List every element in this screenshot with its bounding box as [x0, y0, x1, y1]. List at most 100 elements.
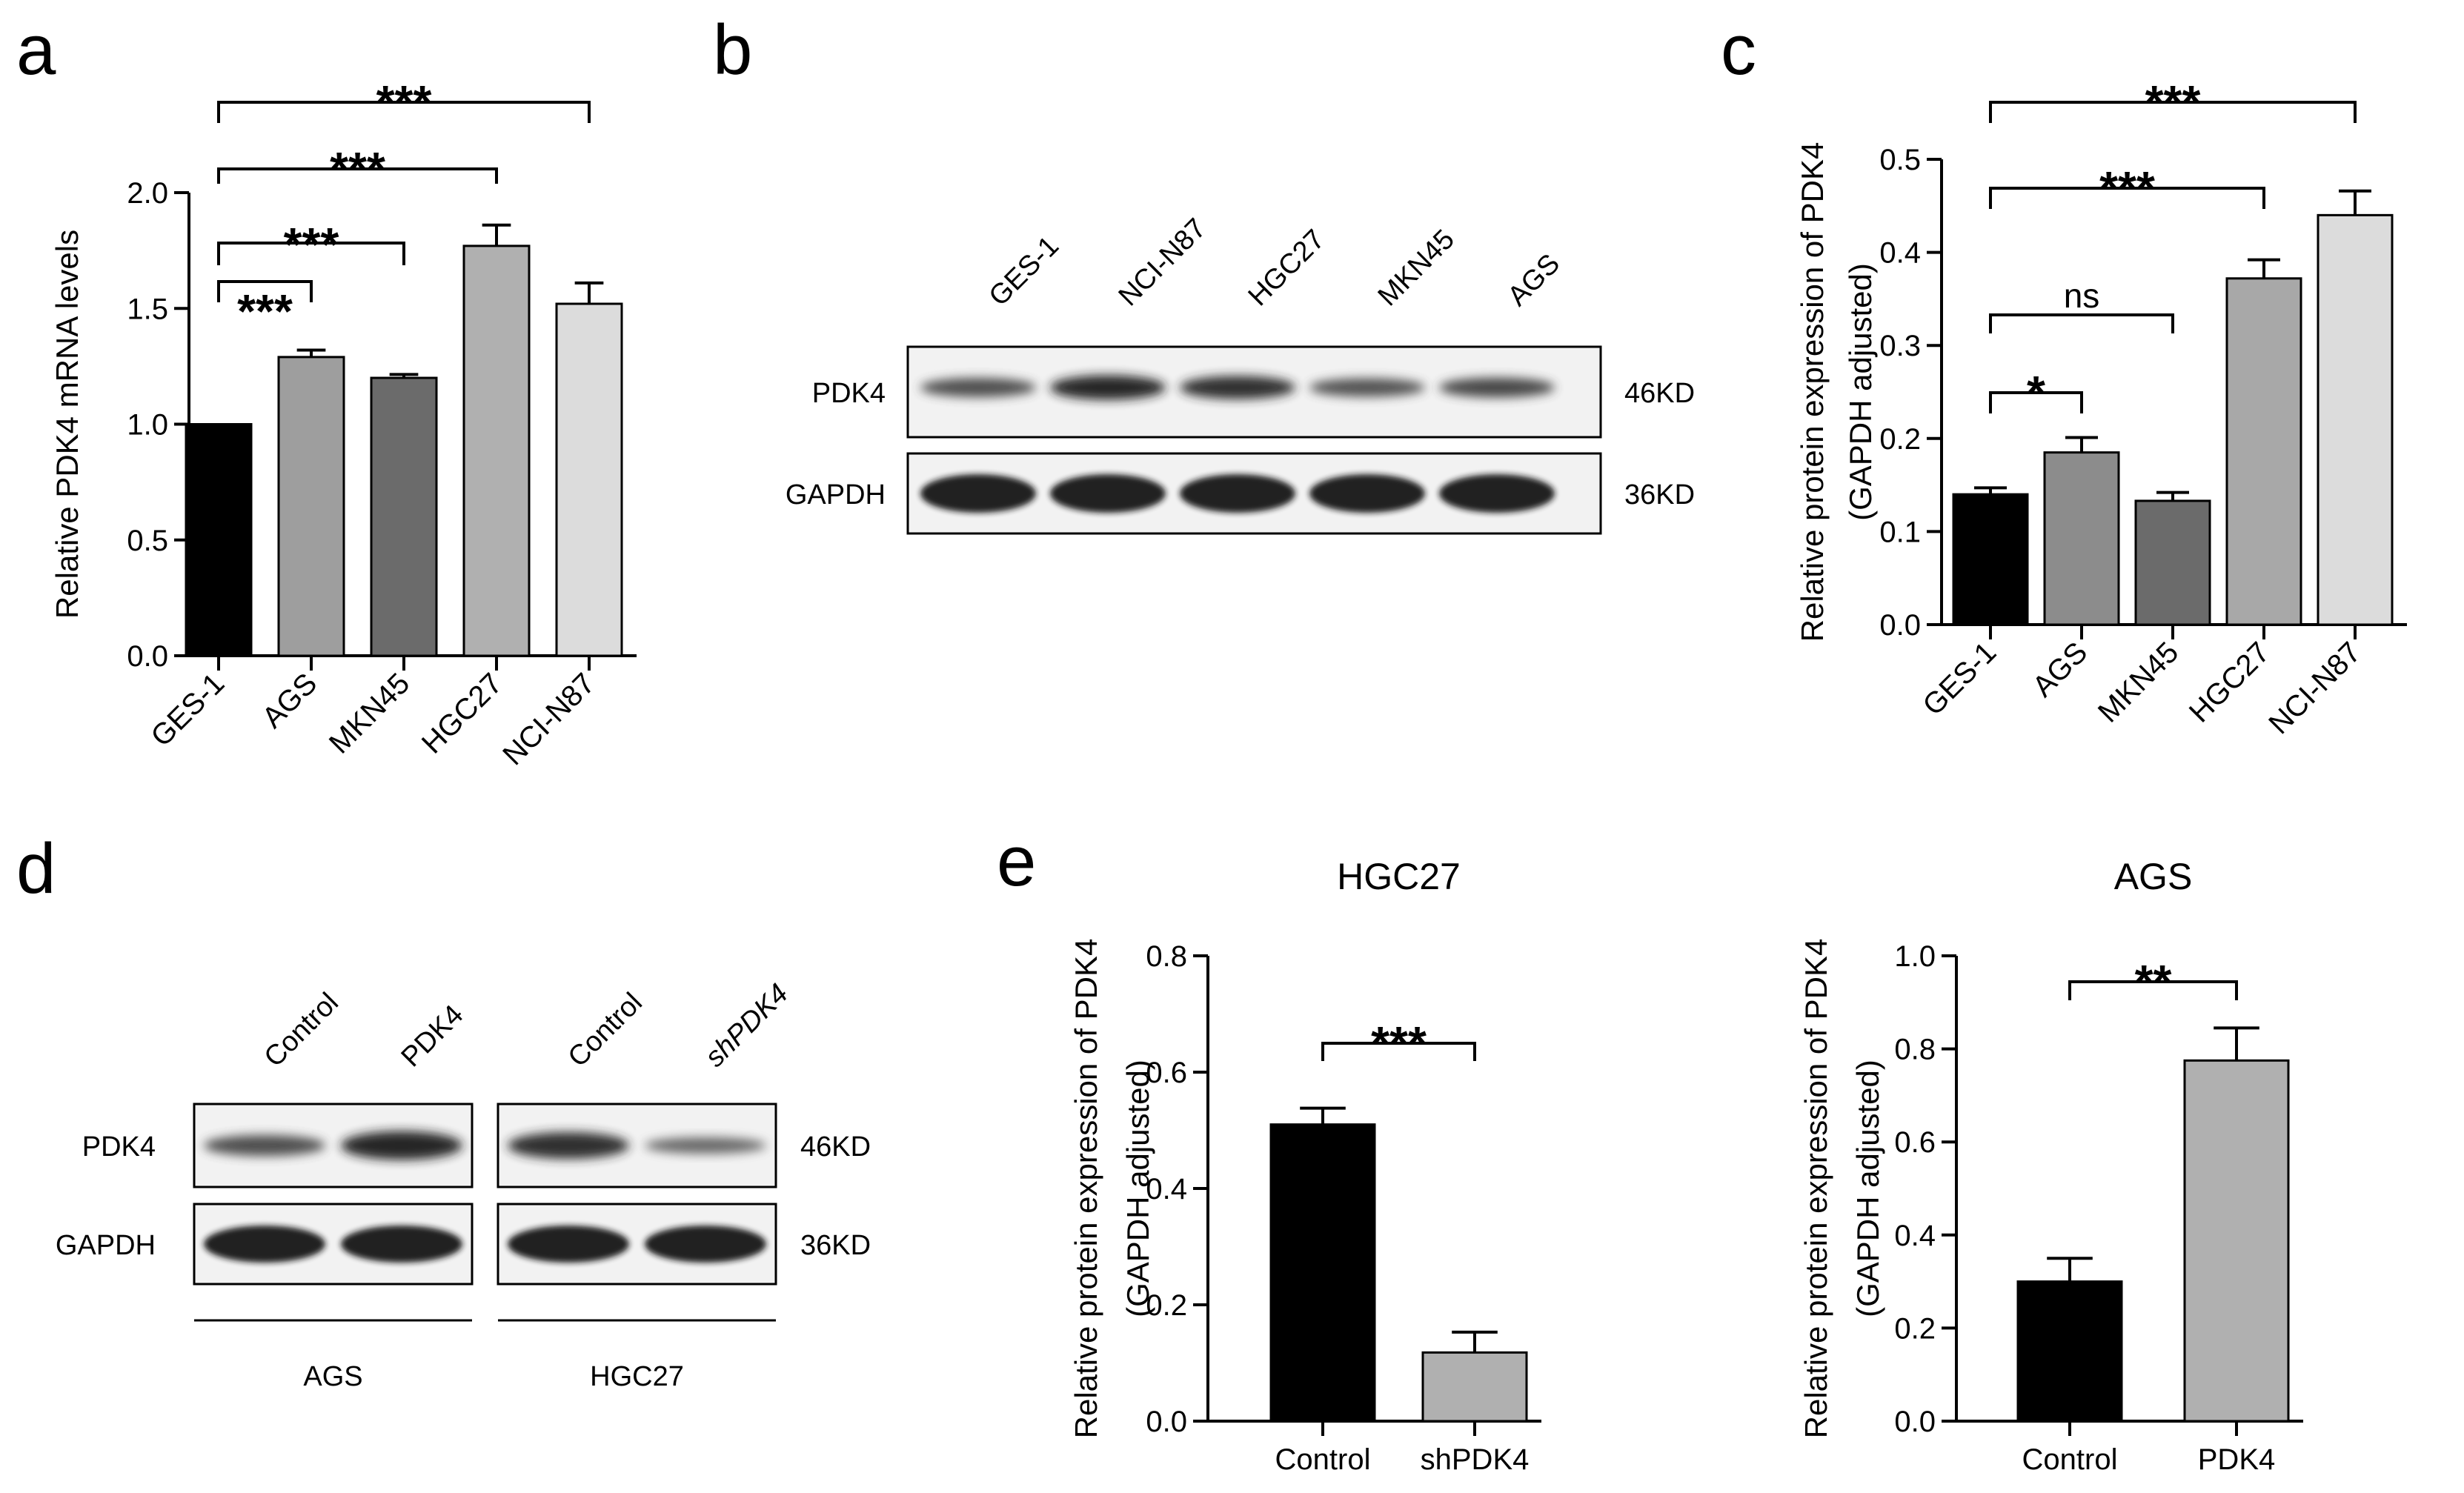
significance-bracket — [1989, 391, 2083, 413]
y-tick-label: 0.8 — [1894, 1034, 1936, 1066]
lane-label: PDK4 — [396, 999, 470, 1073]
x-tick-label: shPDK4 — [1421, 1443, 1530, 1476]
blot-band — [1050, 474, 1166, 513]
lane-label: NCI-N87 — [1113, 213, 1212, 312]
x-tick-label: NCI-N87 — [2262, 636, 2367, 740]
significance-bracket — [1989, 313, 2174, 333]
chart-e-ags: 0.0 0.2 0.4 0.6 0.8 1.0 Relative protein expre… — [1799, 856, 2303, 1476]
blot-band — [508, 1131, 629, 1160]
y-tick-label: 0.0 — [1879, 609, 1921, 642]
blot-size-label: 46KD — [1624, 378, 1695, 409]
x-tick-label: HGC27 — [416, 667, 508, 759]
y-axis-label-secondary: (GAPDH adjusted) — [1843, 263, 1878, 521]
bar-mkn45 — [370, 376, 438, 657]
x-tick-label: GES-1 — [145, 667, 230, 753]
y-tick-label: 0.0 — [127, 640, 168, 673]
y-tick-label: 0.2 — [1879, 423, 1921, 456]
y-tick-label: 0.2 — [1894, 1312, 1936, 1345]
group-label: HGC27 — [590, 1361, 684, 1392]
x-tick-label: Control — [1275, 1443, 1371, 1476]
panel-letter-e: e — [997, 822, 1036, 901]
y-axis-label: Relative protein expression of PDK4 — [1795, 142, 1830, 642]
y-tick-label: 0.6 — [1146, 1057, 1187, 1089]
panel-letter-c: c — [1721, 10, 1756, 90]
significance-bracket — [1989, 101, 2357, 123]
lane-label: Control — [259, 987, 345, 1073]
group-label: AGS — [303, 1361, 362, 1392]
blot-band — [1180, 376, 1295, 399]
significance-label: *** — [2145, 76, 2201, 129]
blot-band — [920, 474, 1036, 513]
y-axis-label-secondary: (GAPDH adjusted) — [1850, 1060, 1885, 1317]
x-tick-label: MKN45 — [323, 667, 416, 759]
y-tick-label: 0.3 — [1879, 330, 1921, 362]
significance-label: ns — [2064, 276, 2100, 315]
y-tick-label: 0.0 — [1894, 1406, 1936, 1438]
bar-nci-n87 — [2317, 213, 2394, 626]
significance-label: *** — [330, 142, 385, 196]
panel-letter-a: a — [16, 10, 56, 90]
bar-hgc27 — [462, 245, 531, 657]
blot-band — [204, 1134, 325, 1157]
blot-band — [645, 1226, 766, 1263]
x-tick-label: HGC27 — [2183, 636, 2276, 728]
lane-label: MKN45 — [1372, 224, 1461, 312]
y-tick-label: 1.0 — [127, 409, 168, 442]
chart-e-hgc27: 0.0 0.2 0.4 0.6 0.8 Relative protein expressi… — [1069, 856, 1541, 1476]
blot-size-label: 36KD — [1624, 479, 1695, 511]
x-tick-label: GES-1 — [1916, 636, 2002, 722]
y-tick-label: 0.5 — [1879, 144, 1921, 176]
panel-letter-b: b — [713, 10, 752, 90]
panel-letter-d: d — [16, 829, 56, 908]
blot-band — [341, 1226, 462, 1263]
x-tick-label: PDK4 — [2198, 1443, 2276, 1476]
significance-label: *** — [1371, 1017, 1427, 1070]
y-tick-label: 1.0 — [1894, 940, 1936, 973]
significance-label: * — [2027, 366, 2045, 419]
bar-ges-1 — [185, 423, 253, 657]
blot-band — [1439, 474, 1555, 513]
bar-pdk4 — [2183, 1059, 2290, 1423]
blot-band — [1050, 375, 1166, 400]
significance-label: *** — [376, 76, 432, 129]
y-axis-label: Relative protein expression of PDK4 — [1799, 939, 1833, 1439]
significance-label: *** — [237, 285, 293, 338]
blot-band — [920, 378, 1036, 397]
x-tick-label: MKN45 — [2092, 636, 2185, 728]
bar-ges-1 — [1952, 493, 2029, 626]
significance-bracket — [217, 280, 313, 302]
chart-title: HGC27 — [1337, 856, 1461, 897]
bar-mkn45 — [2134, 499, 2211, 626]
blot-band — [1309, 378, 1425, 397]
blot-band — [508, 1226, 629, 1263]
blot-band — [1309, 474, 1425, 513]
significance-bracket — [217, 242, 405, 265]
y-tick-label: 2.0 — [127, 177, 168, 210]
y-tick-label: 0.8 — [1146, 940, 1187, 973]
bar-control — [1269, 1123, 1376, 1423]
y-tick-label: 0.5 — [127, 525, 168, 557]
y-tick-label: 0.0 — [1146, 1406, 1187, 1438]
x-tick-label: Control — [2022, 1443, 2118, 1476]
blot-band — [341, 1131, 462, 1160]
lane-label: shPDK4 — [700, 978, 794, 1073]
bar-control — [2016, 1280, 2123, 1423]
lane-label: HGC27 — [1243, 224, 1331, 312]
y-tick-label: 0.1 — [1879, 516, 1921, 548]
blot-band — [204, 1226, 325, 1263]
chart-a-mrna: 0.0 0.5 1.0 1.5 2.0 Relative PDK4 mRNA levels… — [50, 76, 637, 771]
y-axis-label: Relative PDK4 mRNA levels — [50, 230, 84, 619]
blot-band — [1439, 377, 1555, 398]
significance-bracket — [217, 167, 498, 184]
chart-title: AGS — [2114, 856, 2193, 897]
y-axis-label: Relative protein expression of PDK4 — [1069, 939, 1103, 1439]
significance-bracket — [217, 101, 591, 123]
x-tick-label: AGS — [2027, 636, 2094, 703]
chart-c-protein: 0.0 0.1 0.2 0.3 0.4 0.5 Relative protein expre… — [1795, 76, 2407, 740]
blot-row-label: GAPDH — [56, 1230, 156, 1261]
blot-size-label: 36KD — [800, 1230, 871, 1261]
bar-hgc27 — [2225, 277, 2302, 626]
lane-label: Control — [562, 987, 648, 1073]
bar-nci-n87 — [555, 302, 623, 657]
